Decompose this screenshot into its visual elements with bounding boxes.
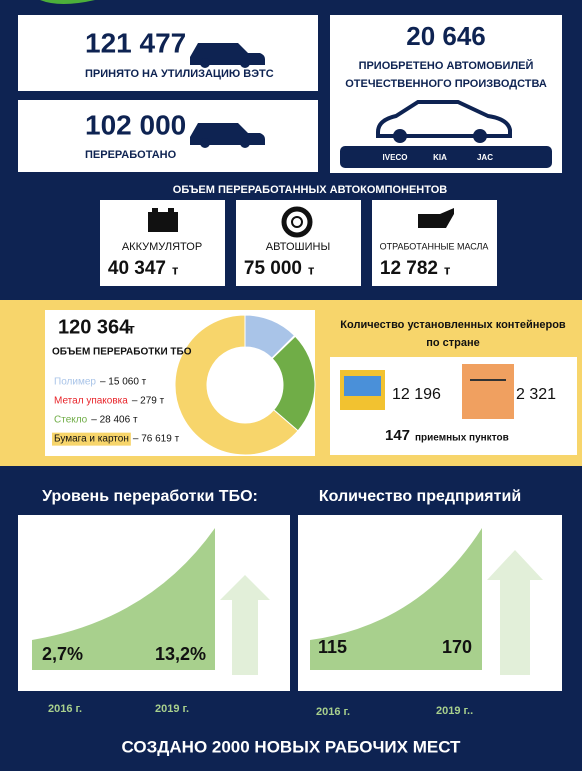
stat-value: 102 000 — [85, 109, 186, 140]
points-count: 147 — [385, 427, 410, 444]
points-label: приемных пунктов — [415, 433, 509, 444]
end-value: 13,2% — [155, 644, 206, 664]
unit: т — [172, 262, 178, 277]
brand: KIA — [433, 153, 447, 162]
box — [236, 200, 361, 286]
section-title: по стране — [426, 337, 480, 349]
waste-total: 120 364 — [58, 316, 131, 338]
growth-area — [32, 528, 215, 670]
container-count: 12 196 — [392, 386, 441, 403]
legend-name: Бумага и картон — [54, 434, 129, 445]
component-icons — [148, 206, 454, 238]
year: 2016 г. — [48, 703, 82, 715]
component-label: АВТОШИНЫ — [266, 241, 330, 253]
stat-value: 121 477 — [85, 27, 186, 58]
brand: JAC — [477, 153, 493, 162]
container-icons — [340, 364, 514, 419]
decor — [40, 0, 95, 4]
legend-name: Полимер — [54, 377, 96, 388]
component-value: 75 000 — [244, 258, 302, 279]
growth-area — [310, 528, 482, 670]
footer: СОЗДАНО 2000 НОВЫХ РАБОЧИХ МЕСТ — [122, 737, 462, 756]
unit: т — [444, 262, 450, 277]
arrow — [220, 575, 270, 675]
year: 2019 г. — [155, 703, 189, 715]
donut — [174, 314, 316, 456]
legend-value: – 15 060 т — [100, 377, 147, 388]
waste-title: ОБЪЕМ ПЕРЕРАБОТКИ ТБО — [52, 347, 192, 358]
legend-highlight — [52, 432, 131, 446]
legend-name: Стекло — [54, 415, 88, 426]
component-value: 12 782 — [380, 258, 438, 279]
section-title: Уровень переработки ТБО: — [42, 488, 258, 505]
legend-name: Метал упаковка — [54, 396, 128, 407]
start-value: 115 — [318, 637, 347, 657]
legend-value: – 279 т — [132, 396, 165, 407]
brand: IVECO — [383, 153, 408, 162]
stat-label: ПРИОБРЕТЕНО АВТОМОБИЛЕЙ — [359, 59, 534, 72]
stat-label: ОТЕЧЕСТВЕННОГО ПРОИЗВОДСТВА — [345, 78, 547, 90]
unit: т — [308, 262, 314, 277]
section-title: Количество установленных контейнеров — [340, 319, 566, 331]
car-icons — [190, 43, 552, 168]
year: 2016 г. — [316, 706, 350, 718]
stat-value: 20 646 — [406, 21, 486, 51]
end-value: 170 — [442, 637, 472, 657]
year: 2019 г.. — [436, 705, 473, 717]
component-value: 40 347 — [108, 258, 166, 279]
box — [18, 15, 318, 91]
start-value: 2,7% — [42, 644, 83, 664]
legend-value: – 28 406 т — [91, 415, 138, 426]
stat-label: ПРИНЯТО НА УТИЛИЗАЦИЮ ВЭТС — [85, 68, 274, 80]
donut-segment — [174, 314, 299, 456]
section-title: ОБЪЕМ ПЕРЕРАБОТАННЫХ АВТОКОМПОНЕНТОВ — [173, 184, 447, 196]
component-label: АККУМУЛЯТОР — [122, 241, 202, 253]
component-label: ОТРАБОТАННЫЕ МАСЛА — [380, 241, 489, 251]
unit: т — [128, 321, 135, 337]
section-title: Количество предприятий — [319, 488, 521, 505]
arrow — [487, 550, 543, 675]
legend-value: – 76 619 т — [133, 434, 180, 445]
container-count: 2 321 — [516, 386, 556, 403]
stat-label: ПЕРЕРАБОТАНО — [85, 149, 177, 161]
box — [18, 100, 318, 172]
